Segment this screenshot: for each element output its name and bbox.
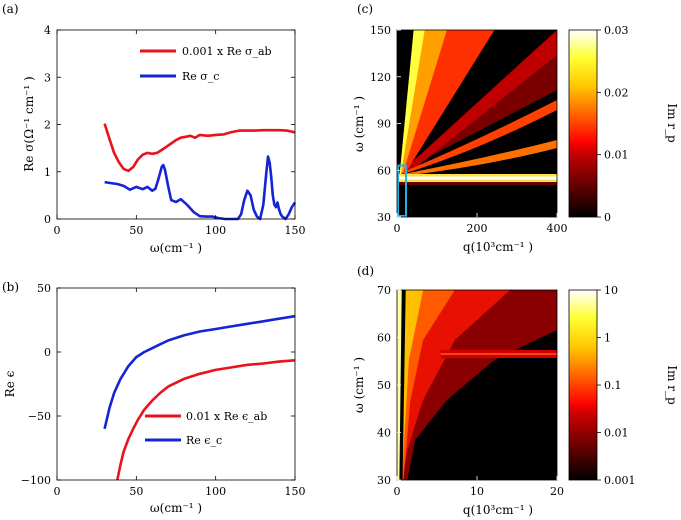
panel-label-d: (d) [357,264,374,278]
heatmap-c-band [397,176,557,180]
ytick-label-a-1: 1 [44,166,51,179]
heatmap-c-branch-2 [403,140,557,176]
ytick-label-c-2: 90 [377,118,391,131]
heatmap-c-highlight-box [397,164,407,217]
ytick-label-d-0: 30 [377,474,391,487]
heatmap-c [397,30,557,217]
panel-a: (a) 0 50 100 150 0 1 2 3 4 ω(cm⁻¹ ) Re σ(Ω⁻¹ cm⁻… [2,2,306,255]
colorbar-c-tick-label-1: 0.01 [604,149,629,162]
colorbar-d-ticks: 0.001 0.01 0.1 1 10 [597,284,636,487]
xtick-label-a-1: 50 [129,224,143,237]
ylabel-a: Re σ(Ω⁻¹ cm⁻¹ ) [22,76,36,171]
ytick-label-d-4: 70 [377,284,391,297]
heatmap-c-band-shadow [397,182,557,185]
xtick-label-b-2: 100 [205,485,226,498]
series-line-a-0 [103,123,296,173]
xtick-label-d-1: 10 [470,485,484,498]
colorbar-d-tick-label-4: 10 [604,284,618,297]
xtick-label-b-3: 150 [285,485,306,498]
ytick-label-d-1: 40 [377,427,391,440]
xtick-label-c-1: 200 [467,222,488,235]
xlabel-a: ω(cm⁻¹ ) [150,241,202,255]
xtick-label-a-3: 150 [285,224,306,237]
heatmap-c-wedge-inner [399,30,447,176]
colorbar-c-tick-label-2: 0.02 [604,86,629,99]
colorbar-c-tick-label-3: 0.03 [604,24,629,37]
heatmap-c-scaled [397,30,557,217]
panel-b: (b) 0 50 100 150 −100 −50 0 50 ω(cm⁻¹ ) Re ϵ 0.… [2,280,306,515]
xlabel-b: ω(cm⁻¹ ) [150,501,202,515]
colorbar-d-tick-label-3: 1 [604,332,611,345]
xtick-label-a-0: 0 [54,224,61,237]
ytick-label-b-0: −100 [21,474,51,487]
ticks-b: 0 50 100 150 −100 −50 0 50 [21,282,306,498]
ytick-label-b-3: 50 [37,282,51,295]
ytick-label-c-1: 60 [377,164,391,177]
ticks-d: 0 10 20 30 40 50 60 70 [377,284,564,498]
ylabel-b: Re ϵ [3,370,17,397]
ylabel-c: ω (cm⁻¹ ) [352,96,366,152]
legend-label-a-1: Re σ_c [182,70,219,83]
legend-label-b-0: 0.01 x Re ϵ_ab [186,410,267,423]
ytick-label-a-2: 2 [44,119,51,132]
panel-label-c: (c) [357,2,373,16]
colorbar-d-label: Im r_p [665,365,679,405]
colorbar-d-tick-label-1: 0.01 [604,427,629,440]
heatmap-d [397,290,557,480]
ytick-label-b-2: 0 [44,346,51,359]
axes-frame-b [56,287,296,481]
ytick-label-d-2: 50 [377,379,391,392]
plot-area-a [103,123,297,221]
ytick-label-a-4: 4 [44,24,51,37]
xtick-label-c-2: 400 [547,222,568,235]
xlabel-d: q(10³cm⁻¹ ) [463,503,533,517]
xtick-label-b-0: 0 [54,485,61,498]
heatmap-c-wedge-core [399,30,425,177]
colorbar-d-tick-label-0: 0.001 [604,474,636,487]
panel-label-a: (a) [2,2,19,16]
xtick-label-d-0: 0 [394,485,401,498]
series-line-b-1 [103,314,296,430]
ytick-label-c-0: 30 [377,211,391,224]
ytick-label-c-3: 120 [370,71,391,84]
heatmap-d-red [397,290,511,480]
series-line-b-0 [116,359,296,481]
xtick-label-c-0: 0 [394,222,401,235]
ticks-c: 0 200 400 30 60 90 120 150 [370,24,568,235]
panel-label-b: (b) [2,280,19,294]
heatmap-d-band-core [440,353,557,355]
xtick-label-d-2: 20 [550,485,564,498]
colorbar-c-tick-label-0: 0 [604,211,611,224]
colorbar-d-tick-label-2: 0.1 [604,379,622,392]
xlabel-c: q(10³cm⁻¹ ) [463,240,533,254]
colorbar-c-ticks: 0 0.01 0.02 0.03 [597,24,629,224]
panel-c: (c) 0 200 400 30 60 90 120 150 q(10³cm⁻¹ ) ω (c… [352,2,568,254]
ylabel-d: ω (cm⁻¹ ) [352,357,366,413]
legend-label-a-0: 0.001 x Re σ_ab [182,45,272,58]
xtick-label-a-2: 100 [205,224,226,237]
heatmap-d-scaled [397,290,557,480]
xtick-label-b-1: 50 [129,485,143,498]
ytick-label-a-0: 0 [44,213,51,226]
heatmap-c-wedge-mid [398,30,495,176]
colorbar-d-display: 0.001 0.01 0.1 1 10 Im r_p [568,284,679,487]
colorbar-c-label: Im r_p [665,103,679,143]
legend-label-b-1: Re ϵ_c [186,434,222,447]
panel-d: (d) 0 10 20 30 40 50 60 70 q(10³cm⁻¹ ) ω (cm⁻¹ … [352,264,564,517]
colorbar-d-gradient [568,289,598,481]
ytick-label-b-1: −50 [28,410,51,423]
heatmap-c-branch-1 [403,100,557,174]
ytick-label-d-3: 60 [377,332,391,345]
plot-area-b [103,314,296,481]
axes-frame-a [56,29,296,220]
ytick-label-c-4: 150 [370,24,391,37]
ticks-a: 0 50 100 150 0 1 2 3 4 [44,24,306,237]
colorbar-c-gradient [568,29,598,218]
ytick-label-a-3: 3 [44,71,51,84]
colorbar-c-display: 0 0.01 0.02 0.03 Im r_p [568,24,679,224]
legend-a: 0.001 x Re σ_ab Re σ_c [140,45,272,83]
legend-b: 0.01 x Re ϵ_ab Re ϵ_c [145,410,267,447]
